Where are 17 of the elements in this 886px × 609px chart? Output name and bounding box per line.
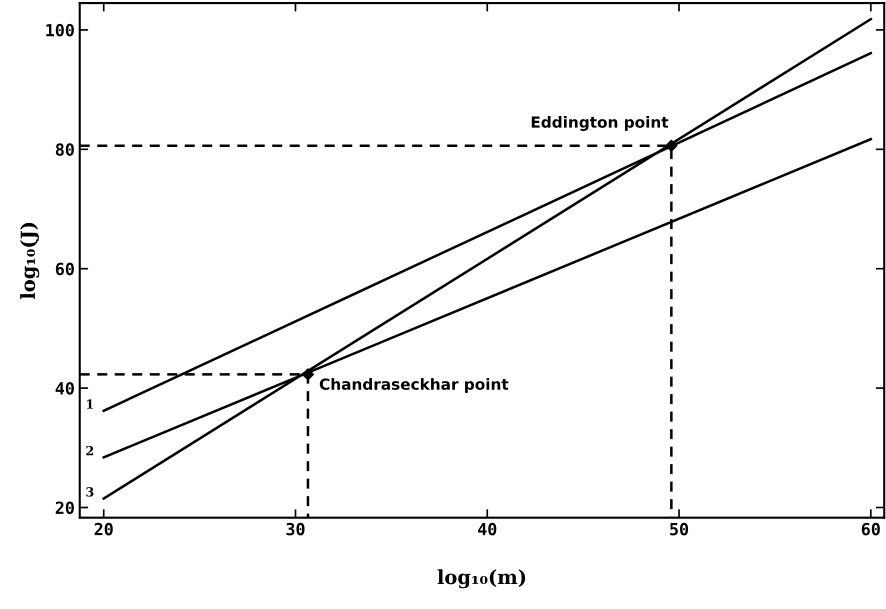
y-tick-label: 100 [46,24,74,36]
x-axis-title: log₁₀(m) [438,569,526,588]
annotation: 1 [87,399,93,409]
y-tick-label: 40 [56,382,74,395]
annotation: 2 [86,446,94,456]
annotation: 3 [86,487,94,497]
annotation: Chandraseckhar point [320,378,508,393]
x-tick-label: 50 [670,522,688,536]
x-tick-label: 20 [94,522,113,536]
x-tick-label: 30 [286,522,305,536]
x-tick-label: 40 [478,522,496,536]
y-tick-label: 20 [56,501,74,514]
y-tick-label: 60 [56,262,74,276]
y-tick-label: 80 [56,143,74,156]
y-axis-title: log₁₀(J) [20,222,40,299]
x-tick-label: 60 [862,522,880,536]
annotation: Eddington point [532,116,668,131]
